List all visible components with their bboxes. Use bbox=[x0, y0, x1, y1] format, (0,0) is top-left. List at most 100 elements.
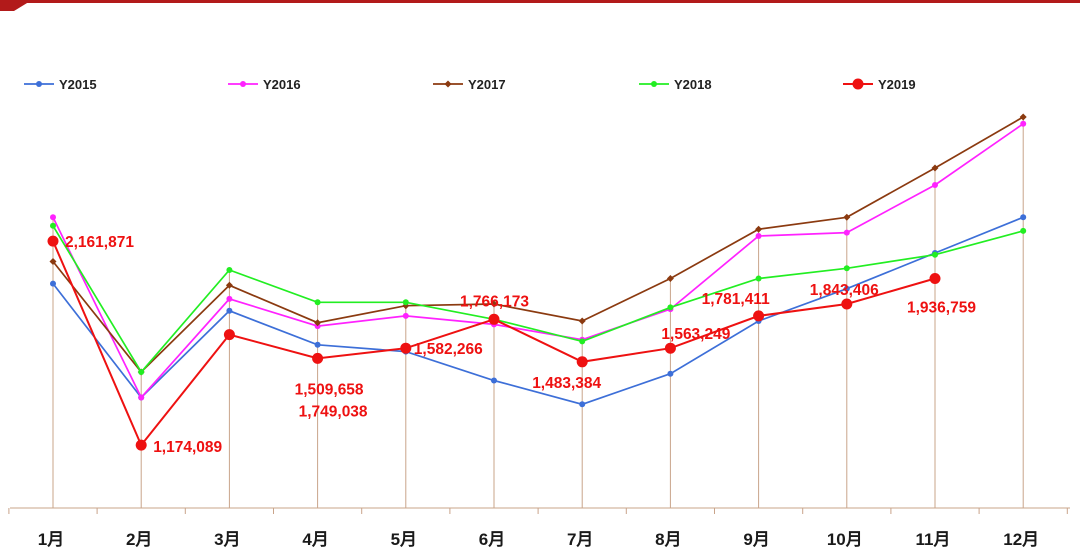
legend-label: Y2015 bbox=[59, 77, 97, 92]
data-label: 1,749,038 bbox=[299, 403, 368, 420]
data-point bbox=[1020, 120, 1027, 127]
series-y2018 bbox=[50, 222, 1027, 375]
data-point bbox=[667, 370, 674, 377]
data-point bbox=[50, 214, 56, 221]
data-point bbox=[843, 213, 851, 221]
series-line bbox=[52, 123, 1024, 400]
data-point bbox=[651, 81, 657, 87]
data-labels: 2,161,871 1,174,089 1,749,038 1,509,658 1,58… bbox=[65, 234, 976, 456]
data-point bbox=[841, 298, 853, 310]
data-point bbox=[36, 81, 42, 87]
data-point bbox=[843, 285, 850, 292]
data-point bbox=[843, 229, 850, 236]
data-point bbox=[50, 280, 56, 287]
x-tick-label: 9月 bbox=[743, 530, 769, 549]
data-label: 1,843,406 bbox=[810, 282, 879, 299]
x-tick-label: 4月 bbox=[302, 530, 328, 549]
data-point bbox=[843, 265, 850, 272]
data-point bbox=[932, 251, 938, 258]
data-point bbox=[240, 81, 246, 87]
data-point bbox=[1019, 113, 1027, 121]
data-label: 1,563,249 bbox=[661, 326, 730, 343]
data-point bbox=[225, 281, 233, 289]
data-point bbox=[488, 313, 500, 325]
series-line bbox=[52, 225, 1024, 374]
data-point bbox=[755, 225, 763, 233]
data-point bbox=[49, 258, 57, 265]
x-tick-label: 2月 bbox=[126, 530, 152, 549]
data-point bbox=[666, 275, 674, 282]
data-label: 1,781,411 bbox=[702, 291, 770, 308]
x-tick-label: 5月 bbox=[391, 530, 417, 549]
data-point bbox=[755, 275, 762, 282]
data-point bbox=[47, 235, 59, 247]
data-point bbox=[226, 295, 233, 302]
data-point bbox=[226, 267, 233, 273]
data-point bbox=[667, 304, 674, 311]
data-point bbox=[1020, 214, 1027, 221]
data-point bbox=[852, 78, 864, 90]
series-line bbox=[52, 216, 1024, 406]
data-point bbox=[223, 329, 235, 341]
data-point bbox=[135, 439, 147, 451]
legend: Y2015 Y2016 Y2017 Y2018 Y2019 bbox=[24, 77, 916, 92]
data-point bbox=[491, 377, 497, 384]
data-point bbox=[753, 310, 765, 322]
top-border bbox=[0, 0, 1080, 3]
legend-label: Y2018 bbox=[674, 77, 712, 92]
data-point bbox=[50, 222, 56, 229]
legend-item-y2015: Y2015 bbox=[24, 77, 97, 92]
data-label: 1,766,173 bbox=[460, 293, 529, 310]
x-tick-label: 7月 bbox=[567, 530, 593, 549]
data-point bbox=[314, 299, 321, 306]
x-tick-label: 10月 bbox=[827, 530, 863, 549]
legend-label: Y2017 bbox=[468, 77, 506, 92]
data-point bbox=[490, 300, 498, 308]
data-point bbox=[402, 299, 409, 306]
legend-label: Y2016 bbox=[263, 77, 301, 92]
x-tick-label: 3月 bbox=[214, 530, 240, 549]
data-label: 1,174,089 bbox=[153, 439, 222, 456]
legend-item-y2016: Y2016 bbox=[228, 77, 301, 92]
data-point bbox=[402, 312, 409, 319]
x-axis-ticks: 1月 2月 3月 4月 5月 6月 7月 8月 9月 10月 11月 12月 bbox=[8, 508, 1068, 549]
series-y2016 bbox=[50, 120, 1027, 401]
data-point bbox=[444, 80, 452, 88]
data-point bbox=[932, 182, 938, 188]
data-point bbox=[929, 273, 941, 284]
data-label: 1,483,384 bbox=[532, 375, 601, 392]
data-point bbox=[138, 394, 145, 401]
data-point bbox=[578, 317, 586, 325]
data-point bbox=[664, 342, 676, 354]
x-tick-label: 12月 bbox=[1003, 530, 1039, 549]
data-label: 1,582,266 bbox=[414, 341, 483, 358]
data-label: 2,161,871 bbox=[65, 234, 134, 251]
data-point bbox=[579, 401, 586, 408]
legend-item-y2019: Y2019 bbox=[843, 77, 916, 92]
legend-label: Y2019 bbox=[878, 77, 916, 92]
data-point bbox=[138, 369, 145, 375]
legend-item-y2017: Y2017 bbox=[433, 77, 506, 92]
data-point bbox=[226, 307, 233, 314]
data-point bbox=[314, 341, 321, 348]
corner-ribbon bbox=[0, 0, 32, 11]
data-point bbox=[931, 164, 939, 172]
x-tick-label: 8月 bbox=[655, 530, 681, 549]
series-layer bbox=[47, 113, 1027, 451]
data-point bbox=[576, 356, 588, 368]
x-tick-label: 6月 bbox=[479, 530, 505, 549]
data-point bbox=[314, 319, 322, 327]
data-point bbox=[400, 342, 412, 354]
series-y2019 bbox=[47, 235, 941, 451]
data-point bbox=[312, 352, 324, 364]
series-y2017 bbox=[49, 113, 1027, 376]
legend-item-y2018: Y2018 bbox=[639, 77, 712, 92]
series-line bbox=[52, 116, 1024, 374]
data-label: 1,509,658 bbox=[295, 381, 364, 398]
x-tick-label: 11月 bbox=[916, 530, 951, 549]
data-point bbox=[1020, 227, 1027, 234]
data-point bbox=[755, 233, 762, 239]
data-label: 1,936,759 bbox=[907, 300, 976, 317]
x-tick-label: 1月 bbox=[38, 530, 64, 549]
